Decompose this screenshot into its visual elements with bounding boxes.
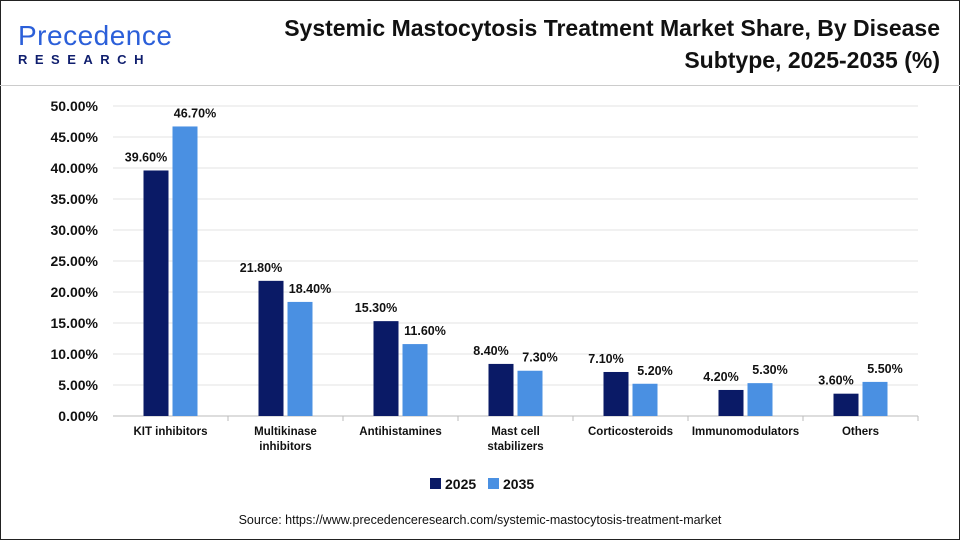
bar-2035 xyxy=(172,126,198,417)
legend-label: 2035 xyxy=(503,476,534,492)
logo: Precedence RESEARCH xyxy=(18,20,173,68)
data-label: 21.80% xyxy=(240,261,282,275)
x-tick-label: inhibitors xyxy=(259,441,311,453)
source-text: Source: https://www.precedenceresearch.c… xyxy=(238,513,722,527)
x-tick-label: Antihistamines xyxy=(359,426,441,438)
bar-2035 xyxy=(517,370,543,416)
bar-2035 xyxy=(747,383,773,416)
y-tick-label: 5.00% xyxy=(58,377,98,393)
data-label: 3.60% xyxy=(818,374,853,388)
bar-2025 xyxy=(143,170,169,416)
bar-2025 xyxy=(488,363,514,416)
data-label: 5.50% xyxy=(867,362,902,376)
data-label: 18.40% xyxy=(289,282,331,296)
y-tick-label: 45.00% xyxy=(51,129,99,145)
y-tick-label: 15.00% xyxy=(51,315,99,331)
bar-2035 xyxy=(862,381,888,416)
x-tick-label: Others xyxy=(842,426,879,438)
x-tick-label: Mast cell xyxy=(491,426,540,438)
x-tick-label: Immunomodulators xyxy=(692,426,799,438)
header-divider xyxy=(0,85,960,86)
bar-2025 xyxy=(833,393,859,416)
x-tick-label: Multikinase xyxy=(254,426,317,438)
data-label: 15.30% xyxy=(355,301,397,315)
legend-label: 2025 xyxy=(445,476,476,492)
y-tick-label: 40.00% xyxy=(51,160,99,176)
bar-2025 xyxy=(718,389,744,416)
data-label: 5.20% xyxy=(637,364,672,378)
data-label: 11.60% xyxy=(404,324,446,338)
y-tick-label: 20.00% xyxy=(51,284,99,300)
logo-line2: RESEARCH xyxy=(18,52,151,67)
legend-swatch-2035 xyxy=(488,478,499,489)
bar-2025 xyxy=(603,371,629,416)
data-label: 7.10% xyxy=(588,352,623,366)
bar-2025 xyxy=(373,321,399,416)
data-label: 5.30% xyxy=(752,363,787,377)
data-label: 39.60% xyxy=(125,150,167,164)
data-label: 4.20% xyxy=(703,370,738,384)
x-tick-label: KIT inhibitors xyxy=(133,426,207,438)
bar-2035 xyxy=(402,344,428,416)
bar-2025 xyxy=(258,280,284,416)
bar-2035 xyxy=(632,383,658,416)
y-tick-label: 35.00% xyxy=(51,191,99,207)
data-label: 46.70% xyxy=(174,106,216,120)
data-label: 7.30% xyxy=(522,351,557,365)
y-tick-label: 30.00% xyxy=(51,222,99,238)
x-tick-label: stabilizers xyxy=(487,441,543,453)
y-tick-label: 0.00% xyxy=(58,408,98,424)
logo-line1: Precedence xyxy=(18,20,173,51)
chart-title: Systemic Mastocytosis Treatment Market S… xyxy=(284,15,940,73)
bar-2035 xyxy=(287,301,313,416)
y-tick-label: 50.00% xyxy=(51,98,99,114)
data-label: 8.40% xyxy=(473,344,508,358)
x-tick-label: Corticosteroids xyxy=(588,426,673,438)
y-tick-label: 10.00% xyxy=(51,346,99,362)
legend-swatch-2025 xyxy=(430,478,441,489)
y-tick-label: 25.00% xyxy=(51,253,99,269)
